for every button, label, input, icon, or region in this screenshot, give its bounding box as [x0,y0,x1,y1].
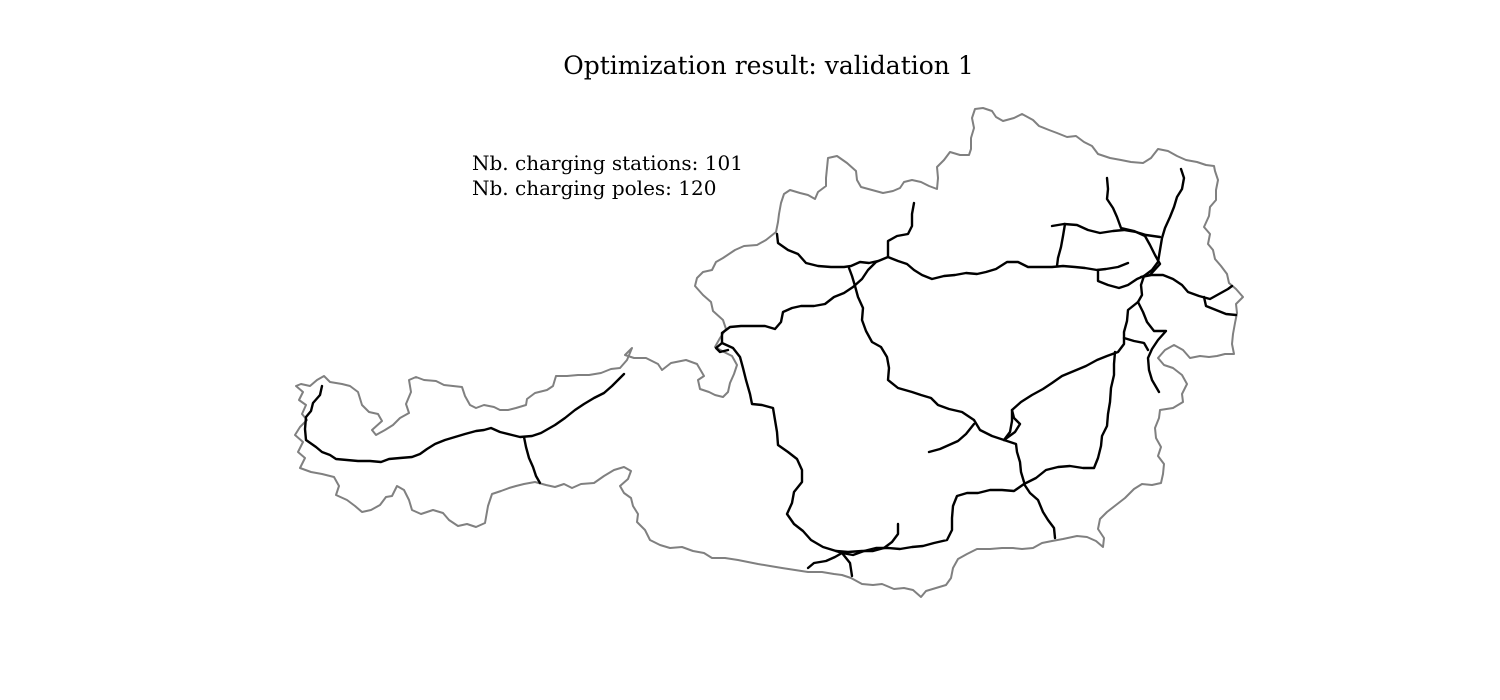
road-segment [720,341,900,554]
road-segment [775,232,880,269]
road-segment [847,266,1026,484]
road-segment [886,201,916,259]
country-border-outline [294,107,1244,598]
country-border [294,107,1244,598]
road-segment [714,341,730,354]
road-segment [806,551,844,570]
road-segment [1105,176,1162,279]
road-segment [1050,222,1162,239]
road-segment [840,551,854,578]
road-segment [303,372,626,464]
results-annotation: Nb. charging stations: 101 Nb. charging … [472,151,743,201]
road-segment [1202,295,1238,317]
road-segment [720,255,1130,345]
road-segment [1002,408,1022,442]
road-network [303,167,1238,578]
road-segment [1139,273,1234,301]
road-segment [522,435,542,485]
road-segment [1022,482,1057,540]
figure-title: Optimization result: validation 1 [563,51,974,80]
road-segment [1002,167,1186,442]
road-segment [927,422,976,454]
road-segment [1122,336,1150,352]
road-segment [1096,268,1146,290]
charging-poles-count: Nb. charging poles: 120 [472,176,717,200]
road-segment [1055,222,1067,268]
road-segment [1136,300,1168,394]
road-segment [834,350,1117,557]
charging-stations-count: Nb. charging stations: 101 [472,151,743,175]
